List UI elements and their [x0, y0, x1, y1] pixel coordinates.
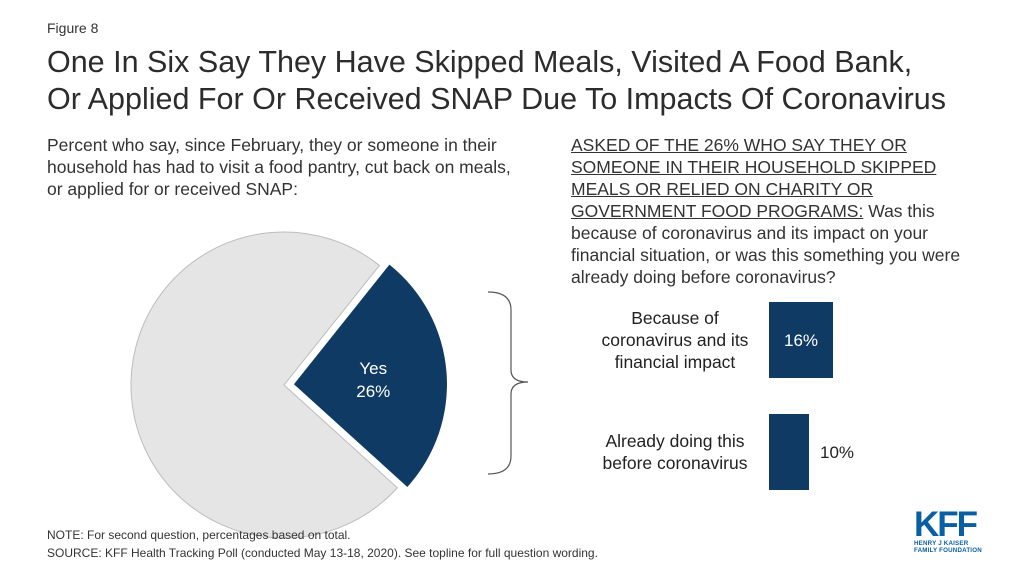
kff-logo: KFF HENRY J KAISER FAMILY FOUNDATION: [914, 505, 988, 554]
bar-2: [769, 414, 809, 490]
right-question-underlined: Asked of the 26% who say they or someone…: [571, 135, 937, 221]
bar-category-label-line: financial impact: [614, 352, 736, 372]
chart-title: One In Six Say They Have Skipped Meals, …: [47, 44, 1007, 118]
pie-slice-value-label: 26%: [356, 382, 390, 401]
bar-category-label-line: before coronavirus: [602, 453, 748, 473]
bar-chart: 16% 10%: [769, 302, 854, 490]
figure-label: Figure 8: [47, 20, 99, 36]
pie-slice-name-label: Yes: [359, 359, 387, 378]
bar-1: [769, 302, 833, 378]
bar-category-label-2: Already doing this before coronavirus: [560, 430, 790, 474]
note-text: NOTE: For second question, percentages b…: [47, 528, 351, 542]
source-text: SOURCE: KFF Health Tracking Poll (conduc…: [47, 546, 598, 560]
pie-slice-other: [130, 231, 399, 539]
chart-title-line-2: Or Applied For Or Received SNAP Due To I…: [47, 82, 946, 116]
bracket-connector: [487, 291, 529, 475]
pie-chart: Yes 26%: [130, 231, 447, 539]
pie-slice-yes: [293, 264, 447, 487]
bar-value-label-2: 10%: [820, 443, 854, 462]
logo-subtitle: HENRY J KAISER FAMILY FOUNDATION: [914, 540, 988, 554]
left-question-text: Percent who say, since February, they or…: [47, 135, 511, 199]
logo-mark: KFF: [914, 505, 978, 544]
bar-category-label-line: Because of: [631, 308, 719, 328]
bar-category-label-1: Because of coronavirus and its financial i…: [560, 307, 790, 373]
right-question-rest: Was this because of coronavirus and its …: [571, 201, 961, 287]
chart-title-line-1: One In Six Say They Have Skipped Meals, …: [47, 45, 913, 79]
logo-subtitle-line-1: HENRY J KAISER: [914, 540, 969, 547]
bar-category-label-line: Already doing this: [605, 431, 745, 451]
right-question-text: Asked of the 26% who say they or someone…: [571, 134, 991, 288]
logo-subtitle-line-2: FAMILY FOUNDATION: [914, 547, 982, 554]
bar-category-label-line: coronavirus and its: [601, 330, 749, 350]
bar-value-label-1: 16%: [784, 331, 818, 350]
